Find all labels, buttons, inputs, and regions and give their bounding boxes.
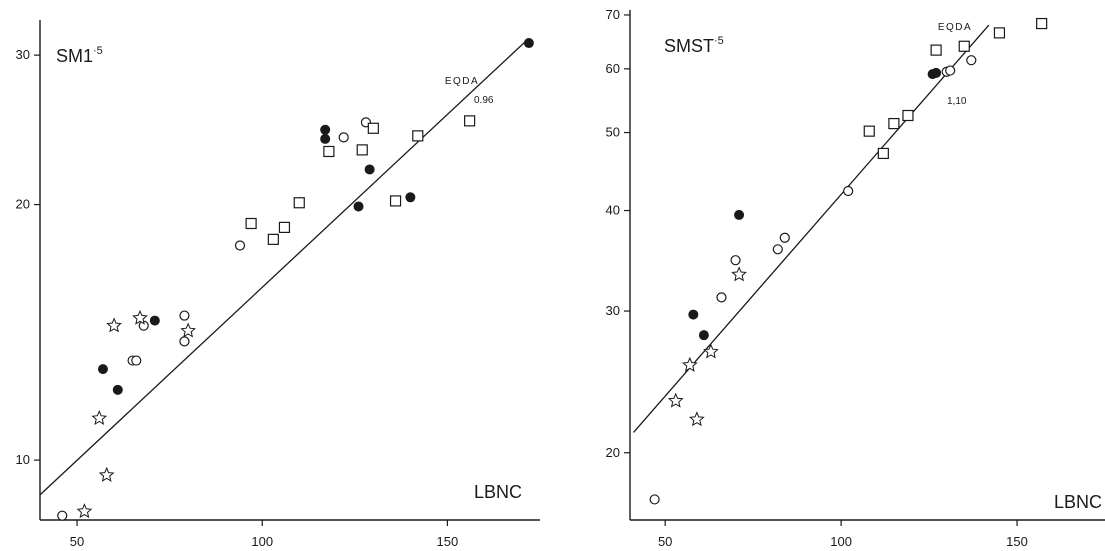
point-star [76, 503, 93, 519]
point-open-square [356, 144, 368, 156]
y-tick-label: 60 [606, 61, 620, 76]
point-open-circle [945, 65, 956, 76]
point-star [703, 343, 719, 359]
point-open-circle [772, 244, 783, 255]
y-tick-label: 30 [16, 47, 30, 62]
point-open-square [464, 115, 476, 127]
series-open-square [863, 17, 1048, 160]
x-tick-label: 150 [1006, 534, 1028, 549]
series-filled-circle [97, 38, 534, 395]
y-tick-label: 10 [16, 452, 30, 467]
point-open-circle [730, 255, 741, 266]
point-open-circle [779, 232, 790, 243]
point-star [667, 392, 684, 408]
point-open-square [323, 145, 335, 158]
chart-title-exponent: ·5 [714, 35, 724, 47]
point-open-circle [179, 336, 190, 347]
point-open-square [245, 217, 257, 230]
series-filled-circle [688, 67, 942, 341]
point-star [98, 466, 115, 482]
regression-name-label: EQDA [938, 22, 972, 33]
point-star [731, 266, 747, 282]
series-open-circle [649, 55, 977, 505]
point-filled-circle [149, 315, 160, 326]
x-tick-label: 100 [251, 534, 273, 549]
point-star [91, 410, 108, 426]
point-open-square [389, 195, 402, 207]
point-filled-circle [405, 192, 416, 203]
point-open-square [877, 147, 889, 160]
point-open-circle [131, 355, 142, 366]
point-open-square [902, 109, 914, 122]
x-axis-label: LBNC [474, 482, 522, 502]
point-open-square [1036, 17, 1048, 30]
y-tick-label: 20 [16, 197, 30, 212]
x-tick-label: 50 [70, 534, 84, 549]
y-tick-label: 30 [606, 303, 620, 318]
chart-title: SM1·5 [56, 45, 103, 66]
x-tick-label: 100 [830, 534, 852, 549]
point-open-circle [234, 240, 246, 251]
x-tick-label: 150 [437, 534, 459, 549]
series-star [667, 266, 747, 427]
regression-line [633, 24, 990, 433]
series-star [76, 309, 197, 519]
point-open-circle [57, 510, 68, 521]
point-open-circle [649, 494, 660, 505]
point-open-circle [338, 132, 349, 143]
point-open-circle [179, 310, 190, 321]
point-open-square [278, 221, 291, 233]
series-open-circle [57, 117, 372, 521]
y-tick-label: 70 [606, 7, 620, 22]
y-tick-label: 50 [606, 125, 620, 140]
regression-slope-label: 0.96 [474, 95, 494, 106]
point-open-circle [716, 292, 727, 303]
point-filled-circle [931, 67, 942, 78]
point-open-square [930, 44, 942, 56]
point-star [681, 356, 698, 372]
y-tick-label: 40 [606, 203, 620, 218]
point-filled-circle [320, 124, 331, 135]
regression-line [39, 37, 530, 496]
chart-smst: 50 100 150 20 30 40 50 60 70 SMST·5 LBNC EQDA 1,10 [606, 7, 1105, 549]
point-open-square [367, 122, 379, 134]
series-open-square [245, 115, 476, 245]
point-filled-circle [320, 133, 331, 144]
point-star [180, 322, 197, 338]
point-star [688, 411, 705, 427]
point-open-square [958, 40, 970, 52]
point-open-circle [966, 55, 977, 66]
point-filled-circle [688, 309, 699, 320]
point-open-square [863, 125, 875, 137]
point-open-square [412, 130, 424, 142]
point-open-circle [843, 185, 854, 197]
x-tick-label: 50 [658, 534, 672, 549]
point-open-square [993, 27, 1006, 39]
point-filled-circle [698, 330, 709, 341]
chart-sm1: 50 100 150 10 20 30 SM1·5 LBNC EQDA 0.96 [16, 20, 540, 549]
point-filled-circle [364, 164, 375, 175]
regression-name-label: EQDA [445, 76, 479, 87]
point-open-square [293, 197, 305, 209]
chart-title: SMST·5 [664, 35, 724, 56]
point-filled-circle [353, 201, 364, 212]
point-filled-circle [523, 38, 534, 49]
point-star [106, 317, 122, 333]
point-filled-circle [97, 364, 108, 375]
point-star [132, 309, 148, 325]
x-axis-label: LBNC [1054, 492, 1102, 512]
point-open-square [888, 117, 900, 130]
point-filled-circle [112, 384, 123, 395]
chart-title-exponent: ·5 [93, 45, 103, 57]
y-tick-label: 20 [606, 445, 620, 460]
regression-slope-label: 1,10 [947, 96, 967, 107]
point-filled-circle [734, 209, 745, 220]
point-open-square [267, 233, 279, 245]
